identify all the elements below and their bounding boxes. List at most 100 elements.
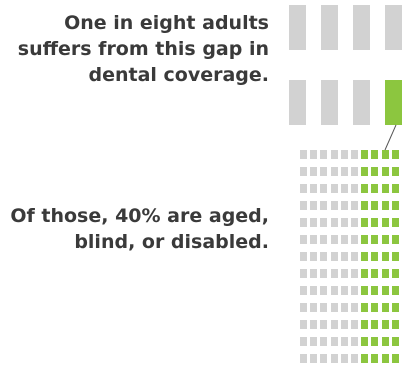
square [300,320,307,329]
highlighted-square [371,269,378,278]
highlighted-square [361,337,368,346]
highlighted-square [382,320,389,329]
square [351,184,358,193]
square [331,269,338,278]
square [320,184,327,193]
highlighted-square [361,320,368,329]
highlighted-square [361,150,368,159]
square [310,218,317,227]
square [351,201,358,210]
square [351,150,358,159]
highlighted-square [382,184,389,193]
square [351,286,358,295]
highlighted-square [392,184,399,193]
square [331,184,338,193]
highlighted-square [361,235,368,244]
highlighted-square [392,235,399,244]
square [331,167,338,176]
square [320,269,327,278]
unit [289,5,306,50]
square [351,320,358,329]
square [331,201,338,210]
square [300,235,307,244]
square [351,252,358,261]
highlighted-square [371,337,378,346]
highlighted-square [392,286,399,295]
highlighted-square [361,218,368,227]
highlighted-square [361,354,368,363]
highlighted-square [361,184,368,193]
square [300,269,307,278]
square [300,252,307,261]
highlighted-square [371,252,378,261]
square [300,167,307,176]
highlighted-square [392,320,399,329]
square [320,320,327,329]
unit [289,80,306,125]
forty-percent-pictogram [300,150,402,372]
highlighted-square [392,201,399,210]
square [341,269,348,278]
square [341,252,348,261]
square [351,303,358,312]
square [320,303,327,312]
square [300,337,307,346]
highlighted-square [371,286,378,295]
square [300,286,307,295]
highlighted-square [371,354,378,363]
square [341,184,348,193]
highlighted-square [392,218,399,227]
highlighted-square [382,218,389,227]
square [331,303,338,312]
highlighted-square [361,303,368,312]
highlighted-square [392,303,399,312]
square [341,354,348,363]
square [310,303,317,312]
highlighted-unit [385,80,402,125]
highlighted-square [371,218,378,227]
square [331,354,338,363]
square [331,286,338,295]
unit [385,5,402,50]
highlighted-square [371,150,378,159]
square [341,320,348,329]
square [341,150,348,159]
highlighted-square [382,201,389,210]
square [351,269,358,278]
highlighted-square [382,235,389,244]
square [310,201,317,210]
square [310,354,317,363]
square [351,218,358,227]
square [320,150,327,159]
square [341,218,348,227]
square [351,167,358,176]
highlighted-square [371,167,378,176]
square [331,235,338,244]
unit [353,80,370,125]
square [320,354,327,363]
highlighted-square [361,286,368,295]
highlighted-square [392,269,399,278]
highlighted-square [371,184,378,193]
square [300,303,307,312]
square [320,337,327,346]
square [351,235,358,244]
unit [321,80,338,125]
square [300,354,307,363]
highlighted-square [392,150,399,159]
highlighted-square [371,201,378,210]
square [320,252,327,261]
unit [353,5,370,50]
square [310,337,317,346]
square [300,150,307,159]
square [320,218,327,227]
unit [321,5,338,50]
square [300,184,307,193]
highlighted-square [392,354,399,363]
square [320,286,327,295]
square [331,320,338,329]
highlighted-square [382,269,389,278]
square [341,235,348,244]
highlighted-square [382,252,389,261]
square [341,303,348,312]
